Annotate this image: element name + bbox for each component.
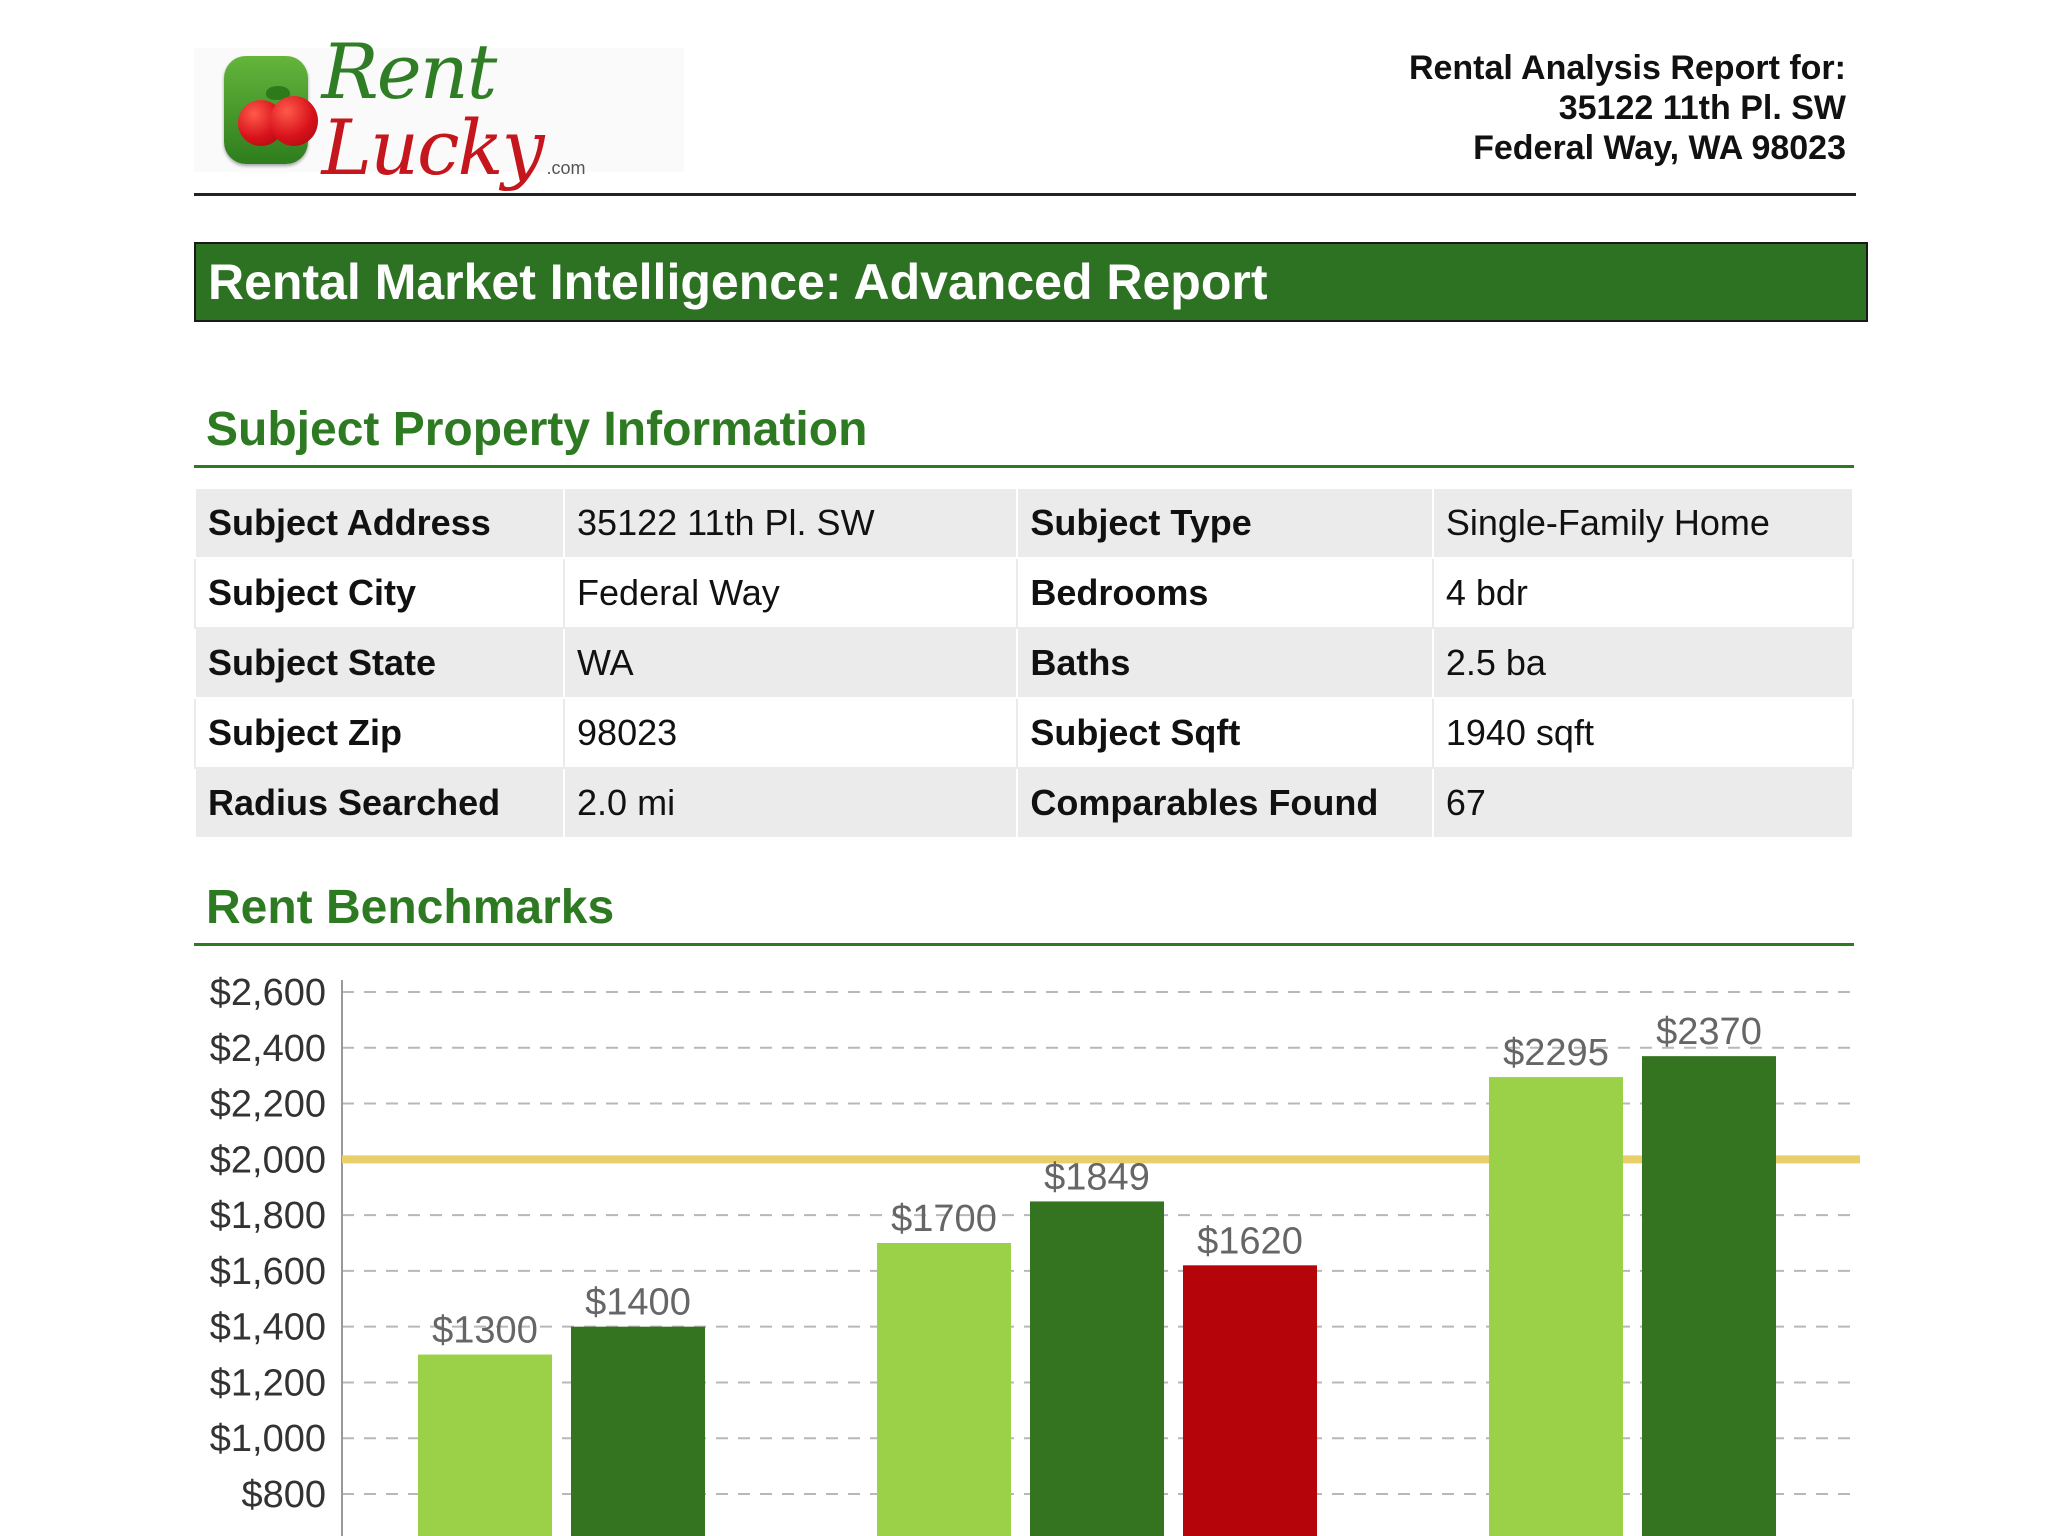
table-cell-value: 67 (1431, 767, 1855, 839)
leaf-shape (266, 86, 290, 100)
bar (418, 1354, 552, 1536)
logo-wordmark: Rent Lucky .com (322, 34, 684, 186)
logo-brand-suffix: .com (546, 158, 586, 178)
benchmarks-section-divider (194, 943, 1854, 946)
tomato-shape (270, 96, 318, 146)
report-for-heading: Rental Analysis Report for: (1408, 49, 1846, 87)
table-cell-label: Comparables Found (1016, 767, 1434, 839)
rentlucky-logo[interactable]: Rent Lucky .com (194, 34, 684, 186)
table-cell-label: Subject Zip (193, 697, 566, 769)
report-for-city: Federal Way, WA 98023 (1473, 129, 1846, 167)
table-cell-value: 2.0 mi (563, 767, 1019, 839)
table-cell-label: Subject State (193, 627, 566, 699)
table-row: Subject Address 35122 11th Pl. SW Subject … (193, 487, 1855, 559)
bar (1183, 1265, 1317, 1536)
table-row: Subject City Federal Way Bedrooms 4 bdr (193, 557, 1855, 629)
bar (877, 1243, 1011, 1536)
y-tick-label: $1,200 (210, 1362, 326, 1404)
table-cell-label: Bedrooms (1016, 557, 1434, 629)
table-cell-value: Federal Way (563, 557, 1019, 629)
table-row: Radius Searched 2.0 mi Comparables Found 67 (193, 767, 1855, 839)
table-cell-value: WA (563, 627, 1019, 699)
logo-brand-lucky: Lucky (321, 103, 545, 192)
y-tick-label: $1,800 (210, 1195, 326, 1237)
table-row: Subject State WA Baths 2.5 ba (193, 627, 1855, 699)
y-tick-label: $2,600 (210, 972, 326, 1014)
table-cell-label: Subject Address (193, 487, 566, 559)
bar-data-label: $1620 (1197, 1220, 1303, 1262)
table-cell-label: Subject Type (1016, 487, 1434, 559)
y-tick-label: $800 (241, 1474, 326, 1516)
bar (1642, 1056, 1776, 1536)
bar (571, 1326, 705, 1536)
table-cell-value: 98023 (563, 697, 1019, 769)
tomatoes-icon (224, 56, 318, 164)
bar (1489, 1077, 1623, 1536)
bar-data-label: $1700 (891, 1198, 997, 1240)
bar (1030, 1201, 1164, 1536)
table-cell-value: Single-Family Home (1431, 487, 1855, 559)
table-cell-value: 1940 sqft (1431, 697, 1855, 769)
subject-section-divider (194, 465, 1854, 468)
bar-data-label: $1849 (1044, 1156, 1150, 1198)
bar-data-label: $1400 (585, 1282, 691, 1324)
subject-info-table: Subject Address 35122 11th Pl. SW Subject … (193, 487, 1855, 839)
bar-data-label: $2295 (1503, 1032, 1609, 1074)
report-for-street: 35122 11th Pl. SW (1558, 89, 1846, 127)
logo-brand-rent: Rent (321, 27, 498, 116)
table-cell-value: 2.5 ba (1431, 627, 1855, 699)
table-cell-value: 4 bdr (1431, 557, 1855, 629)
bar-data-label: $2370 (1656, 1011, 1762, 1053)
y-tick-label: $2,400 (210, 1028, 326, 1070)
report-title-banner: Rental Market Intelligence: Advanced Rep… (194, 242, 1868, 322)
bar-data-label: $1300 (432, 1310, 538, 1352)
y-tick-label: $2,000 (210, 1139, 326, 1181)
y-tick-label: $1,600 (210, 1251, 326, 1293)
table-cell-label: Radius Searched (193, 767, 566, 839)
y-tick-label: $1,400 (210, 1307, 326, 1349)
y-tick-label: $2,200 (210, 1084, 326, 1126)
table-cell-label: Baths (1016, 627, 1434, 699)
report-for-block: Rental Analysis Report for: 35122 11th P… (1409, 48, 1846, 168)
y-tick-label: $1,000 (210, 1418, 326, 1460)
table-cell-label: Subject Sqft (1016, 697, 1434, 769)
header-divider (194, 193, 1856, 196)
subject-section-title: Subject Property Information (206, 403, 868, 456)
benchmarks-section-title: Rent Benchmarks (206, 881, 615, 934)
table-cell-value: 35122 11th Pl. SW (563, 487, 1019, 559)
rent-benchmarks-chart: $800 $1,000 $1,200 $1,400 $1,600 $1,800 $2,000… (210, 972, 1860, 1536)
table-cell-label: Subject City (193, 557, 566, 629)
table-row: Subject Zip 98023 Subject Sqft 1940 sqft (193, 697, 1855, 769)
